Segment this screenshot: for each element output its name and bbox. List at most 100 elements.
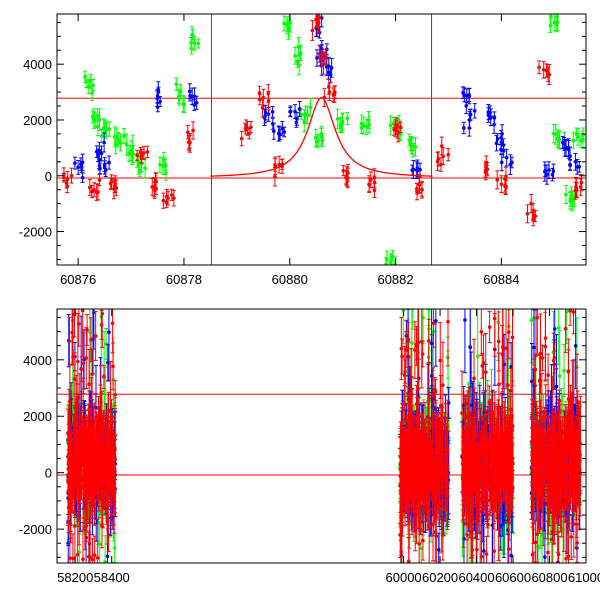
data-point <box>107 160 111 165</box>
data-point <box>107 330 111 334</box>
data-point <box>299 112 304 117</box>
top-axis-ticks <box>57 14 586 265</box>
data-point <box>556 325 561 330</box>
data-point <box>143 166 147 170</box>
data-point <box>392 120 396 125</box>
top-y-tick-label: 2000 <box>23 113 52 128</box>
data-point <box>166 196 170 200</box>
data-point <box>176 94 181 99</box>
data-point <box>285 23 289 27</box>
data-point <box>286 26 291 30</box>
data-point <box>84 79 88 84</box>
data-point <box>297 107 302 111</box>
data-point <box>475 354 480 359</box>
data-point <box>145 150 150 154</box>
data-point <box>367 122 372 127</box>
data-point <box>247 131 252 136</box>
data-point <box>316 139 321 143</box>
data-point <box>189 46 194 51</box>
data-point <box>397 118 401 123</box>
data-point <box>504 155 509 160</box>
data-point <box>335 117 340 121</box>
data-point <box>88 79 93 84</box>
data-point <box>102 162 107 167</box>
data-point <box>174 82 179 86</box>
data-point <box>303 112 308 117</box>
bottom-plot-area <box>57 309 586 563</box>
data-point <box>282 21 286 26</box>
data-point <box>266 112 271 117</box>
data-point <box>97 117 102 122</box>
data-point <box>488 115 493 119</box>
data-point <box>525 212 530 216</box>
data-point <box>341 168 346 173</box>
data-point <box>182 102 187 107</box>
data-point <box>571 138 576 143</box>
data-point <box>533 214 538 218</box>
data-point <box>429 341 434 346</box>
data-point <box>118 140 123 145</box>
data-point <box>472 108 477 113</box>
data-point <box>196 41 201 46</box>
data-point <box>135 153 139 158</box>
data-point <box>288 21 293 25</box>
data-point <box>260 105 265 110</box>
data-point <box>154 186 158 191</box>
data-point <box>329 66 334 70</box>
data-point <box>73 161 77 165</box>
data-point <box>345 116 350 121</box>
data-point <box>410 341 414 345</box>
data-point <box>185 130 190 135</box>
data-point <box>372 188 377 193</box>
data-point <box>293 54 297 58</box>
data-point <box>468 345 473 350</box>
data-point <box>69 173 74 178</box>
data-point <box>164 200 169 204</box>
data-point <box>102 126 107 131</box>
data-point <box>545 172 549 177</box>
data-point <box>557 374 562 378</box>
data-point <box>103 560 107 563</box>
data-point <box>97 178 102 182</box>
data-point <box>366 118 371 122</box>
top-y-tick-label: 0 <box>45 169 52 184</box>
data-point <box>108 181 113 186</box>
data-point <box>446 152 450 157</box>
data-point <box>293 109 297 114</box>
data-point <box>439 144 444 148</box>
data-point <box>319 56 324 61</box>
data-point <box>76 165 80 170</box>
data-point <box>99 151 104 156</box>
top-y-tick-label: 4000 <box>23 57 52 72</box>
data-point <box>486 113 491 117</box>
data-point <box>410 168 414 172</box>
data-point <box>65 176 70 181</box>
data-point <box>277 132 281 136</box>
data-point <box>464 104 469 108</box>
data-point <box>575 188 579 192</box>
data-point <box>326 85 331 89</box>
data-point <box>322 56 327 60</box>
data-point <box>139 154 144 159</box>
data-point <box>419 546 423 551</box>
data-point <box>324 65 329 69</box>
data-point <box>95 113 100 118</box>
data-point <box>191 128 195 133</box>
data-point <box>483 168 488 172</box>
data-point <box>172 196 176 201</box>
data-point <box>310 28 315 33</box>
data-point <box>504 174 508 179</box>
data-point <box>568 163 572 168</box>
data-point <box>282 130 287 134</box>
data-point <box>169 193 174 197</box>
top-x-tick-label: 60876 <box>60 272 96 287</box>
data-point <box>79 162 83 166</box>
data-point <box>239 136 244 141</box>
data-point <box>97 163 102 168</box>
data-point <box>496 320 501 325</box>
top-x-tick-label: 60878 <box>166 272 202 287</box>
data-point <box>92 116 96 121</box>
data-point <box>244 123 248 128</box>
data-point <box>564 192 568 197</box>
